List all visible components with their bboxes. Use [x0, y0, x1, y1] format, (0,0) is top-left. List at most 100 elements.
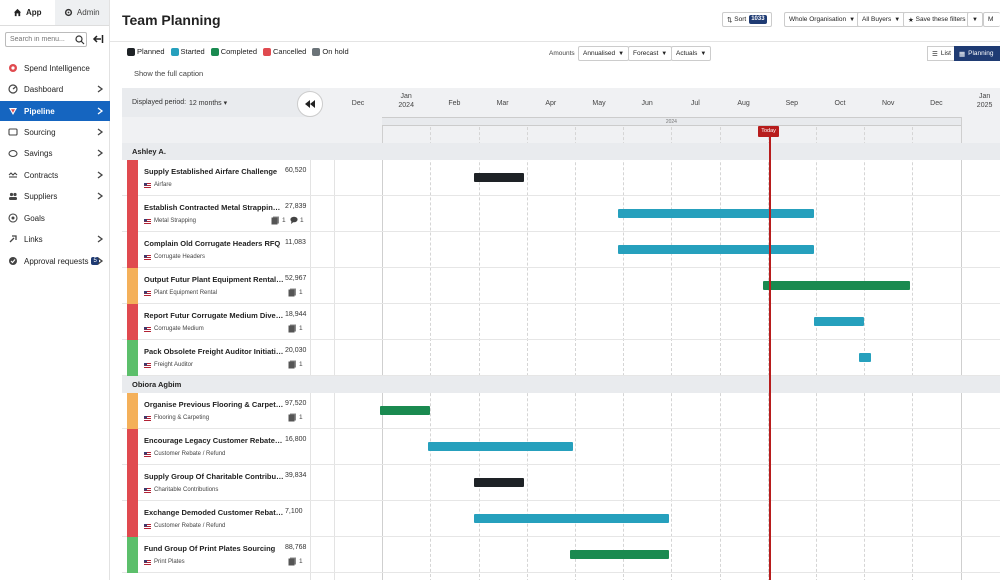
gantt-bar[interactable] [473, 478, 525, 487]
gantt-bar[interactable] [618, 209, 814, 218]
sidebar-item-links[interactable]: Links [0, 229, 110, 249]
gantt-bar[interactable] [473, 173, 525, 182]
group-header[interactable]: Obiora Agbim [122, 376, 1000, 393]
save-filters-button[interactable]: ★ Save these filters [903, 12, 971, 27]
save-filters-dropdown[interactable]: ▼ [967, 12, 983, 27]
organisation-filter[interactable]: Whole Organisation ▼ [784, 12, 861, 27]
buyers-filter[interactable]: All Buyers ▼ [857, 12, 906, 27]
sidebar-item-contracts[interactable]: Contracts [0, 165, 110, 185]
sidebar-item-goals[interactable]: Goals [0, 208, 110, 228]
task-title[interactable]: Organise Previous Flooring & Carpeting .… [144, 400, 284, 409]
legend-label: Completed [220, 47, 257, 56]
approval-icon [8, 256, 18, 266]
gantt-bar[interactable] [473, 514, 669, 523]
task-title[interactable]: Encourage Legacy Customer Rebate / Re... [144, 436, 284, 445]
menu-search-input[interactable] [5, 32, 87, 47]
task-row[interactable]: Exchange Demoded Customer Rebate / R... 7… [122, 501, 1000, 537]
actuals-select[interactable]: Actuals ▼ [671, 46, 712, 61]
month-label: Oct [816, 100, 864, 107]
status-strip [127, 160, 138, 196]
sort-button[interactable]: ⇅ Sort 1033 [722, 12, 772, 27]
gantt-bar[interactable] [618, 245, 814, 254]
tab-admin-label: Admin [76, 8, 100, 17]
documents-count: 1 [299, 289, 303, 296]
list-view-button[interactable]: ☰ List [927, 46, 956, 61]
gantt-bar[interactable] [427, 442, 573, 451]
gantt-bar[interactable] [570, 550, 669, 559]
documents-count: 1 [299, 361, 303, 368]
task-title[interactable]: Pack Obsolete Freight Auditor Initiative [144, 347, 284, 356]
month-name: Dec [930, 100, 943, 107]
documents-icon [288, 324, 296, 333]
task-row[interactable]: Encourage Legacy Customer Rebate / Re...… [122, 429, 1000, 465]
sidebar-item-label: Links [24, 234, 43, 244]
documents-indicator[interactable]: 1 [288, 360, 303, 369]
documents-indicator[interactable]: 1 [288, 557, 303, 566]
search-icon[interactable] [75, 35, 85, 45]
collapse-sidebar-icon[interactable] [92, 33, 104, 45]
task-category: Charitable Contributions [144, 487, 218, 493]
task-title[interactable]: Exchange Demoded Customer Rebate / R... [144, 508, 284, 517]
forecast-select[interactable]: Forecast ▼ [628, 46, 673, 61]
documents-indicator[interactable]: 1 [288, 324, 303, 333]
task-row[interactable]: Report Futur Corrugate Medium Diversity 1… [122, 304, 1000, 340]
task-title[interactable]: Establish Contracted Metal Strapping Ch.… [144, 203, 284, 212]
task-row[interactable]: Output Futur Plant Equipment Rental So..… [122, 268, 1000, 304]
task-title[interactable]: Supply Established Airfare Challenge [144, 167, 278, 176]
task-row[interactable]: Fund Group Of Print Plates Sourcing 88,76… [122, 537, 1000, 573]
month-label: Nov [864, 100, 912, 107]
documents-indicator[interactable]: 1 [271, 216, 286, 225]
comments-indicator[interactable]: 1 [290, 216, 304, 224]
task-title[interactable]: Supply Group Of Charitable Contributio..… [144, 472, 284, 481]
sort-count-badge: 1033 [749, 15, 767, 24]
documents-icon [288, 413, 296, 422]
group-header[interactable]: Ashley A. [122, 143, 1000, 160]
status-legend: Planned Started Completed Cancelled On hold [127, 47, 351, 56]
task-row[interactable]: Complain Old Corrugate Headers RFQ 11,083… [122, 232, 1000, 268]
gantt-bar[interactable] [379, 406, 431, 415]
actuals-label: Actuals [676, 50, 698, 57]
sidebar-item-savings[interactable]: Savings [0, 143, 110, 163]
task-category: Metal Strapping [144, 218, 196, 224]
task-row[interactable]: Establish Contracted Metal Strapping Ch.… [122, 196, 1000, 232]
gantt-bar[interactable] [859, 353, 872, 362]
planning-view-button[interactable]: ▦ Planning [954, 46, 1000, 61]
documents-indicator[interactable]: 1 [288, 288, 303, 297]
sidebar-item-pipeline[interactable]: Pipeline [0, 101, 110, 121]
rewind-button[interactable] [297, 91, 323, 117]
more-button[interactable]: M [983, 12, 1000, 27]
chevron-down-icon: ▼ [972, 16, 978, 23]
task-title[interactable]: Report Futur Corrugate Medium Diversity [144, 311, 284, 320]
task-title[interactable]: Output Futur Plant Equipment Rental So..… [144, 275, 284, 284]
sidebar-item-spend-intelligence[interactable]: Spend Intelligence [0, 58, 110, 78]
tab-app[interactable]: App [0, 0, 55, 25]
legend-label: Planned [137, 47, 165, 56]
gantt-bar[interactable] [762, 281, 910, 290]
task-row[interactable]: Pack Obsolete Freight Auditor Initiative… [122, 340, 1000, 376]
task-title[interactable]: Complain Old Corrugate Headers RFQ [144, 239, 281, 248]
annualised-select[interactable]: Annualised ▼ [578, 46, 630, 61]
organisation-filter-label: Whole Organisation [789, 16, 847, 23]
task-category: Customer Rebate / Refund [144, 523, 225, 529]
task-row[interactable]: Supply Group Of Charitable Contributio..… [122, 465, 1000, 501]
task-row[interactable]: Supply Established Airfare Challenge 60,5… [122, 160, 1000, 196]
documents-count: 1 [299, 558, 303, 565]
us-flag-icon [144, 218, 151, 224]
displayed-period-select[interactable]: 12 months ▾ [189, 100, 228, 107]
sidebar-item-sourcing[interactable]: Sourcing [0, 122, 110, 142]
sidebar-item-approval-requests[interactable]: Approval requests 5 [0, 251, 110, 271]
sidebar-item-dashboard[interactable]: Dashboard [0, 79, 110, 99]
show-caption-link[interactable]: Show the full caption [134, 69, 204, 78]
documents-indicator[interactable]: 1 [288, 413, 303, 422]
gantt-bar[interactable] [813, 317, 865, 326]
legend-item-started: Started [170, 47, 205, 56]
task-row[interactable]: Organise Previous Flooring & Carpeting .… [122, 393, 1000, 429]
sidebar-item-label: Dashboard [24, 84, 64, 94]
us-flag-icon [144, 362, 151, 368]
month-year: 2024 [398, 102, 414, 109]
us-flag-icon [144, 415, 151, 421]
us-flag-icon [144, 487, 151, 493]
task-title[interactable]: Fund Group Of Print Plates Sourcing [144, 544, 276, 553]
sidebar-item-suppliers[interactable]: Suppliers [0, 186, 110, 206]
tab-admin[interactable]: Admin [54, 0, 109, 25]
